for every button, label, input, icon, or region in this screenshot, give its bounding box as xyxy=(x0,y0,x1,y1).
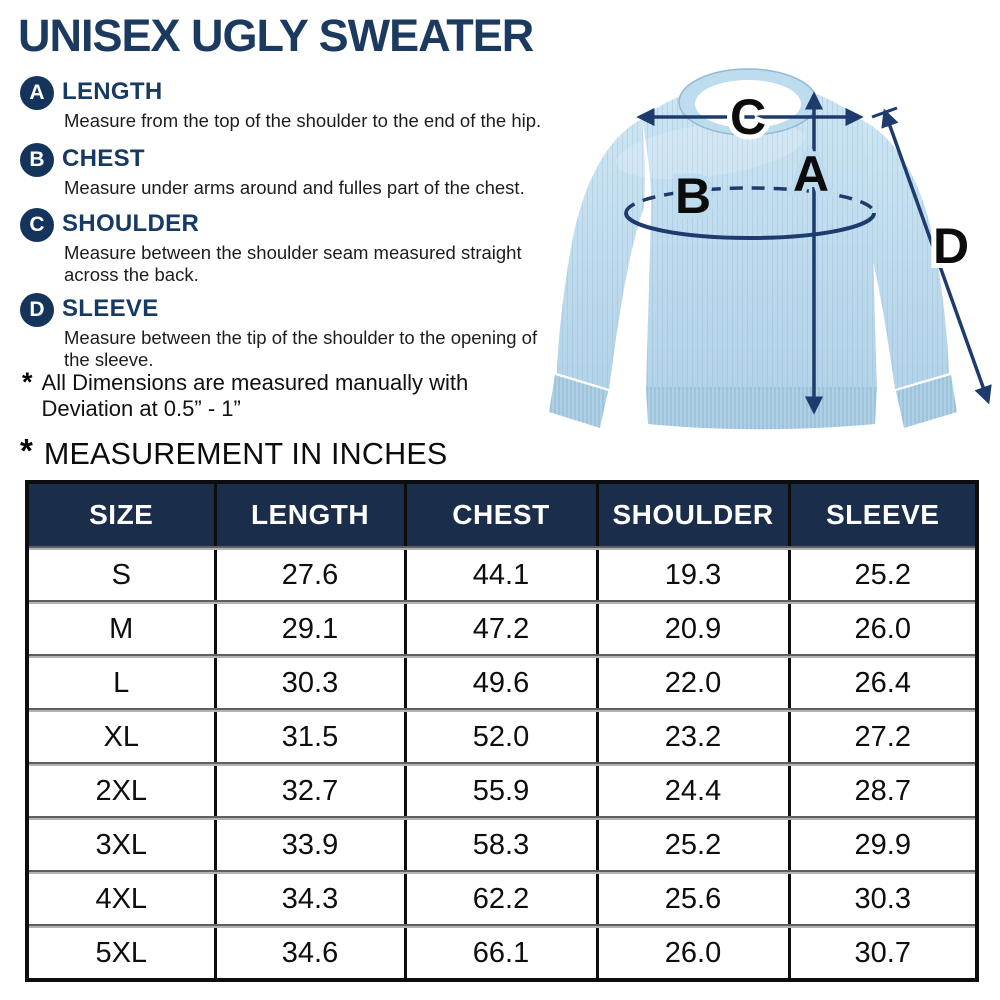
measurement-cell: 27.2 xyxy=(787,708,977,764)
header-chest: CHEST xyxy=(403,482,597,548)
deviation-note-line1: All Dimensions are measured manually wit… xyxy=(41,370,469,395)
table-row: 2XL 32.7 55.9 24.4 28.7 xyxy=(27,762,977,818)
instruction-shoulder-label: SHOULDER xyxy=(62,210,200,237)
size-cell: L xyxy=(27,654,215,710)
measurement-cell: 28.7 xyxy=(787,762,977,818)
measurement-cell: 30.3 xyxy=(787,870,977,926)
measurement-cell: 31.5 xyxy=(213,708,405,764)
shoulder-label: C xyxy=(730,89,766,145)
table-row: L 30.3 49.6 22.0 26.4 xyxy=(27,654,977,710)
measurement-cell: 25.2 xyxy=(595,816,789,872)
instruction-chest: B CHEST Measure under arms around and fu… xyxy=(20,143,565,199)
instruction-sleeve-label: SLEEVE xyxy=(62,295,159,322)
measurement-cell: 34.3 xyxy=(213,870,405,926)
instruction-length-description: Measure from the top of the shoulder to … xyxy=(64,110,542,131)
table-row: M 29.1 47.2 20.9 26.0 xyxy=(27,600,977,656)
instruction-chest-description: Measure under arms around and fulles par… xyxy=(64,177,525,198)
sweater-measurement-diagram: C A B D xyxy=(549,68,992,430)
units-note-text: MEASUREMENT IN INCHES xyxy=(43,437,448,471)
measurement-cell: 19.3 xyxy=(595,546,789,602)
letter-d-badge: D xyxy=(20,293,54,327)
asterisk-icon: * xyxy=(20,432,33,469)
size-table-body: S 27.6 44.1 19.3 25.2 M 29.1 47.2 20.9 26.0 L 30.3 4… xyxy=(27,546,977,980)
measurement-cell: 20.9 xyxy=(595,600,789,656)
measurement-cell: 26.0 xyxy=(787,600,977,656)
instruction-length: A LENGTH Measure from the top of the sho… xyxy=(20,76,565,132)
measurement-cell: 55.9 xyxy=(403,762,597,818)
header-sleeve: SLEEVE xyxy=(787,482,977,548)
asterisk-icon: * xyxy=(22,367,33,397)
units-note: * MEASUREMENT IN INCHES xyxy=(20,432,448,472)
size-cell: 2XL xyxy=(27,762,215,818)
letter-b-badge: B xyxy=(20,143,54,177)
measurement-cell: 25.6 xyxy=(595,870,789,926)
measurement-cell: 49.6 xyxy=(403,654,597,710)
letter-a-badge: A xyxy=(20,76,54,110)
measurement-cell: 34.6 xyxy=(213,924,405,980)
size-cell: S xyxy=(27,546,215,602)
measurement-cell: 52.0 xyxy=(403,708,597,764)
length-label: A xyxy=(793,146,829,202)
page-title: UNISEX UGLY SWEATER xyxy=(18,10,534,61)
measurement-cell: 29.9 xyxy=(787,816,977,872)
instruction-chest-label: CHEST xyxy=(62,145,145,172)
header-length: LENGTH xyxy=(213,482,405,548)
instruction-shoulder: C SHOULDER Measure between the shoulder … xyxy=(20,208,565,285)
instruction-sleeve-description: Measure between the tip of the shoulder … xyxy=(64,327,538,370)
measurement-cell: 44.1 xyxy=(403,546,597,602)
measurement-cell: 58.3 xyxy=(403,816,597,872)
measurement-cell: 22.0 xyxy=(595,654,789,710)
sleeve-arrow xyxy=(881,108,992,405)
table-row: S 27.6 44.1 19.3 25.2 xyxy=(27,546,977,602)
size-cell: XL xyxy=(27,708,215,764)
measurement-cell: 24.4 xyxy=(595,762,789,818)
measurement-cell: 30.7 xyxy=(787,924,977,980)
chest-label: B xyxy=(675,168,711,224)
sleeve-label: D xyxy=(933,218,969,274)
size-cell: 5XL xyxy=(27,924,215,980)
measurement-arrows xyxy=(624,91,992,415)
instruction-shoulder-description: Measure between the shoulder seam measur… xyxy=(64,242,522,285)
measurement-cell: 32.7 xyxy=(213,762,405,818)
measurement-cell: 29.1 xyxy=(213,600,405,656)
instruction-length-label: LENGTH xyxy=(62,78,163,105)
measurement-cell: 25.2 xyxy=(787,546,977,602)
measurement-cell: 26.0 xyxy=(595,924,789,980)
measurement-cell: 47.2 xyxy=(403,600,597,656)
deviation-note: * All Dimensions are measured manually w… xyxy=(22,367,469,422)
measurement-cell: 33.9 xyxy=(213,816,405,872)
size-table-header: SIZE LENGTH CHEST SHOULDER SLEEVE xyxy=(27,482,977,548)
header-size: SIZE xyxy=(27,482,215,548)
header-shoulder: SHOULDER xyxy=(595,482,789,548)
measurement-cell: 27.6 xyxy=(213,546,405,602)
chest-ellipse-front xyxy=(624,212,876,240)
measurement-cell: 66.1 xyxy=(403,924,597,980)
instruction-sleeve: D SLEEVE Measure between the tip of the … xyxy=(20,293,565,370)
size-table: SIZE LENGTH CHEST SHOULDER SLEEVE S 27.6 4… xyxy=(25,480,979,982)
sleeve-arrow-tick xyxy=(871,106,898,119)
measurement-cell: 23.2 xyxy=(595,708,789,764)
measurement-cell: 30.3 xyxy=(213,654,405,710)
table-row: 4XL 34.3 62.2 25.6 30.3 xyxy=(27,870,977,926)
size-cell: 4XL xyxy=(27,870,215,926)
letter-c-badge: C xyxy=(20,208,54,242)
table-row: 3XL 33.9 58.3 25.2 29.9 xyxy=(27,816,977,872)
table-row: 5XL 34.6 66.1 26.0 30.7 xyxy=(27,924,977,980)
deviation-note-line2: Deviation at 0.5” - 1” xyxy=(41,396,241,421)
table-row: XL 31.5 52.0 23.2 27.2 xyxy=(27,708,977,764)
size-cell: 3XL xyxy=(27,816,215,872)
size-cell: M xyxy=(27,600,215,656)
measurement-cell: 26.4 xyxy=(787,654,977,710)
measurement-cell: 62.2 xyxy=(403,870,597,926)
